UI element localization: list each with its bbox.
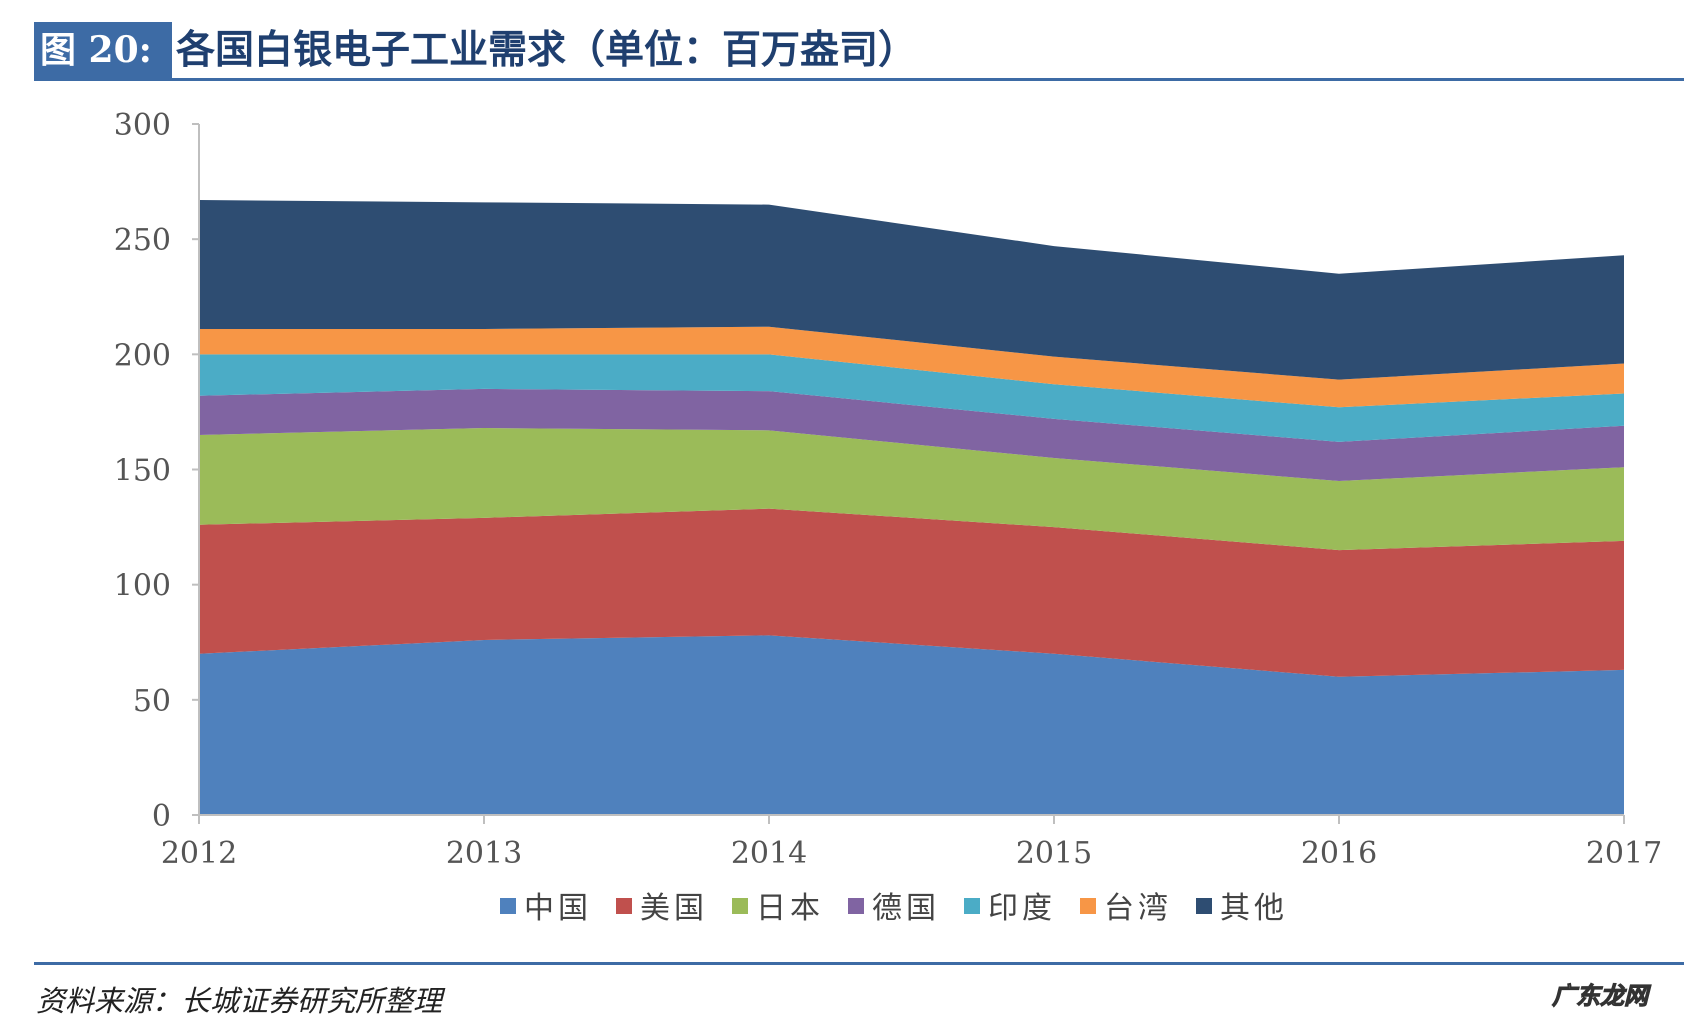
header-divider <box>34 78 1684 81</box>
legend-swatch <box>500 898 516 914</box>
y-tick-label: 0 <box>152 799 171 834</box>
area-layers <box>199 200 1624 815</box>
figure-header: 图 20: 各国白银电子工业需求（单位：百万盎司） <box>34 22 1684 82</box>
y-tick-label: 300 <box>114 108 171 143</box>
y-tick-label: 50 <box>133 684 171 719</box>
area-series-3 <box>199 388 1624 482</box>
stacked-area-chart: 0 50 100 150 200 250 300 2012 2013 2014 2015 2016 20… <box>114 108 1662 926</box>
legend-label: 美国 <box>640 891 708 926</box>
legend-label: 德国 <box>872 891 940 926</box>
legend-swatch <box>964 898 980 914</box>
x-tick-label: 2014 <box>731 836 807 871</box>
area-series-4 <box>199 354 1624 442</box>
legend-swatch <box>616 898 632 914</box>
area-series-1 <box>199 508 1624 677</box>
area-series-6 <box>199 200 1624 380</box>
x-tick-label: 2017 <box>1586 836 1662 871</box>
chart-axes <box>192 123 1625 824</box>
x-tick-label: 2015 <box>1016 836 1092 871</box>
area-series-5 <box>199 326 1624 408</box>
legend-label: 印度 <box>988 891 1056 926</box>
legend-label: 台湾 <box>1104 891 1172 926</box>
chart-title: 各国白银电子工业需求（单位：百万盎司） <box>176 27 918 73</box>
legend-swatch <box>1080 898 1096 914</box>
legend-swatch <box>732 898 748 914</box>
y-tick-label: 250 <box>114 223 171 258</box>
footer-divider <box>34 962 1684 965</box>
y-tick-label: 100 <box>114 569 171 604</box>
tick-labels: 0 50 100 150 200 250 300 2012 2013 2014 2015 2016 20… <box>114 108 1662 871</box>
legend-label: 日本 <box>756 891 824 926</box>
y-tick-label: 200 <box>114 338 171 373</box>
x-tick-label: 2016 <box>1301 836 1377 871</box>
legend-label: 中国 <box>524 891 592 926</box>
watermark-logo: 广东龙网 <box>1552 982 1649 1011</box>
legend-swatch <box>848 898 864 914</box>
area-series-0 <box>199 635 1624 815</box>
x-tick-label: 2012 <box>161 836 237 871</box>
legend-label: 其他 <box>1220 891 1288 926</box>
legend-swatch <box>1196 898 1212 914</box>
source-note: 资料来源：长城证券研究所整理 <box>36 984 443 1018</box>
figure-label: 图 20: <box>34 22 172 78</box>
x-tick-label: 2013 <box>446 836 522 871</box>
y-tick-label: 150 <box>114 454 171 489</box>
chart-legend: 中国 美国 日本 德国 印度 台湾 其他 <box>500 891 1288 926</box>
area-series-2 <box>199 428 1624 551</box>
